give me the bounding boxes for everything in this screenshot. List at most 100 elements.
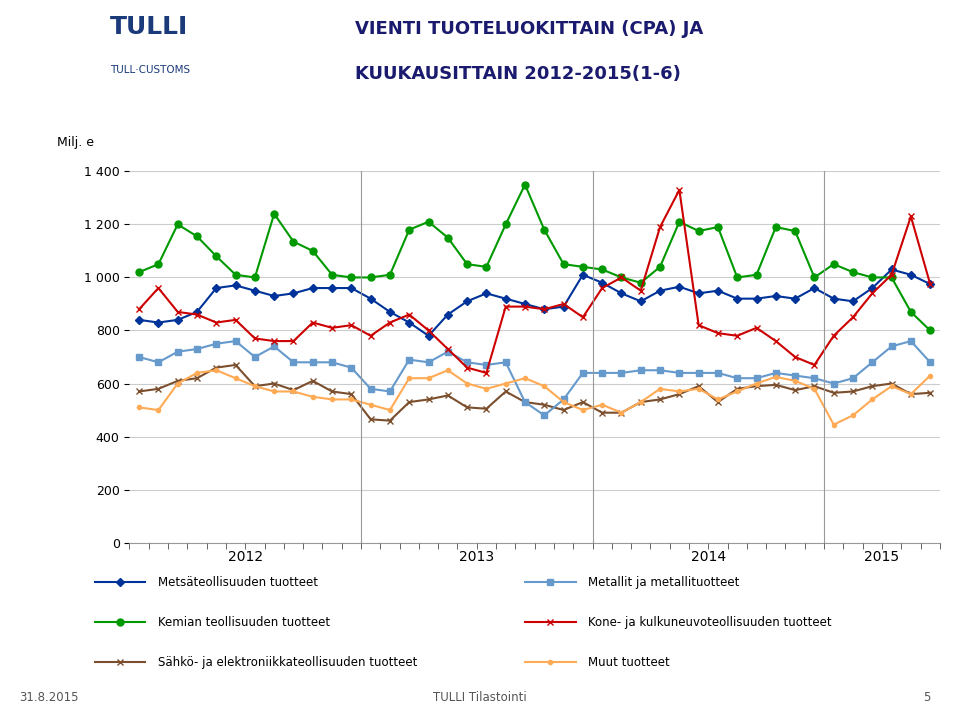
- Metallit ja metallituotteet: [461, 358, 473, 366]
- Sähkö- ja elektroniikkateollisuuden tuotteet: [345, 390, 357, 398]
- Kone- ja kulkuneuvoteollisuuden tuotteet: [385, 318, 396, 327]
- Kone- ja kulkuneuvoteollisuuden tuotteet: [751, 323, 762, 332]
- Sähkö- ja elektroniikkateollisuuden tuotteet: [886, 379, 898, 388]
- Muut tuotteet: [596, 401, 608, 409]
- Muut tuotteet: [404, 374, 415, 383]
- Kone- ja kulkuneuvoteollisuuden tuotteet: [905, 212, 917, 221]
- Metsäteollisuuden tuotteet: [364, 294, 376, 303]
- Kone- ja kulkuneuvoteollisuuden tuotteet: [924, 280, 936, 288]
- Metallit ja metallituotteet: [751, 374, 762, 383]
- Metsäteollisuuden tuotteet: [539, 305, 550, 313]
- Metallit ja metallituotteet: [172, 348, 183, 356]
- Muut tuotteet: [385, 406, 396, 414]
- Metallit ja metallituotteet: [191, 345, 202, 353]
- Metsäteollisuuden tuotteet: [558, 302, 570, 311]
- Kemian teollisuuden tuotteet: [654, 263, 666, 271]
- Metsäteollisuuden tuotteet: [886, 265, 898, 273]
- Sähkö- ja elektroniikkateollisuuden tuotteet: [269, 379, 280, 388]
- Kemian teollisuuden tuotteet: [480, 263, 492, 271]
- Kone- ja kulkuneuvoteollisuuden tuotteet: [230, 316, 242, 324]
- Muut tuotteet: [288, 387, 299, 396]
- Muut tuotteet: [693, 385, 705, 393]
- Text: TULLI Tilastointi: TULLI Tilastointi: [433, 691, 526, 705]
- Kone- ja kulkuneuvoteollisuuden tuotteet: [404, 311, 415, 319]
- Kemian teollisuuden tuotteet: [635, 278, 646, 287]
- Sähkö- ja elektroniikkateollisuuden tuotteet: [152, 385, 164, 393]
- Kone- ja kulkuneuvoteollisuuden tuotteet: [732, 331, 743, 340]
- Text: Sähkö- ja elektroniikkateollisuuden tuotteet: Sähkö- ja elektroniikkateollisuuden tuot…: [158, 655, 417, 668]
- Sähkö- ja elektroniikkateollisuuden tuotteet: [385, 416, 396, 425]
- Muut tuotteet: [519, 374, 530, 383]
- Kemian teollisuuden tuotteet: [616, 273, 627, 282]
- Sähkö- ja elektroniikkateollisuuden tuotteet: [307, 376, 318, 385]
- Kone- ja kulkuneuvoteollisuuden tuotteet: [480, 368, 492, 377]
- Metsäteollisuuden tuotteet: [133, 316, 145, 324]
- Metallit ja metallituotteet: [713, 368, 724, 377]
- Kemian teollisuuden tuotteet: [152, 260, 164, 268]
- Sähkö- ja elektroniikkateollisuuden tuotteet: [288, 386, 299, 394]
- Metsäteollisuuden tuotteet: [867, 283, 878, 292]
- Sähkö- ja elektroniikkateollisuuden tuotteet: [924, 388, 936, 397]
- Metsäteollisuuden tuotteet: [828, 294, 839, 303]
- Metsäteollisuuden tuotteet: [713, 286, 724, 295]
- Sähkö- ja elektroniikkateollisuuden tuotteet: [713, 398, 724, 406]
- Kemian teollisuuden tuotteet: [172, 220, 183, 228]
- Text: Kone- ja kulkuneuvoteollisuuden tuotteet: Kone- ja kulkuneuvoteollisuuden tuotteet: [589, 615, 832, 628]
- Muut tuotteet: [713, 395, 724, 403]
- Kone- ja kulkuneuvoteollisuuden tuotteet: [596, 283, 608, 292]
- Sähkö- ja elektroniikkateollisuuden tuotteet: [673, 390, 685, 398]
- Muut tuotteet: [847, 411, 858, 420]
- Muut tuotteet: [770, 373, 782, 381]
- Metallit ja metallituotteet: [867, 358, 878, 366]
- Metsäteollisuuden tuotteet: [654, 286, 666, 295]
- Kone- ja kulkuneuvoteollisuuden tuotteet: [307, 318, 318, 327]
- Metsäteollisuuden tuotteet: [249, 286, 261, 295]
- Metsäteollisuuden tuotteet: [751, 294, 762, 303]
- Metsäteollisuuden tuotteet: [847, 297, 858, 306]
- Muut tuotteet: [364, 401, 376, 409]
- Metallit ja metallituotteet: [886, 342, 898, 351]
- Metsäteollisuuden tuotteet: [635, 297, 646, 306]
- Metsäteollisuuden tuotteet: [461, 297, 473, 306]
- Muut tuotteet: [307, 393, 318, 401]
- Kemian teollisuuden tuotteet: [886, 273, 898, 282]
- Muut tuotteet: [133, 403, 145, 412]
- Metallit ja metallituotteet: [364, 385, 376, 393]
- Sähkö- ja elektroniikkateollisuuden tuotteet: [539, 401, 550, 409]
- Metsäteollisuuden tuotteet: [480, 289, 492, 298]
- Sähkö- ja elektroniikkateollisuuden tuotteet: [211, 363, 222, 372]
- Metsäteollisuuden tuotteet: [423, 331, 434, 340]
- Muut tuotteet: [867, 395, 878, 403]
- Metallit ja metallituotteet: [654, 366, 666, 375]
- Kemian teollisuuden tuotteet: [751, 271, 762, 279]
- Muut tuotteet: [172, 379, 183, 388]
- Sähkö- ja elektroniikkateollisuuden tuotteet: [732, 385, 743, 393]
- Metsäteollisuuden tuotteet: [172, 316, 183, 324]
- Text: VIENTI TUOTELUOKITTAIN (CPA) JA: VIENTI TUOTELUOKITTAIN (CPA) JA: [355, 20, 703, 38]
- Text: TULL·CUSTOMS: TULL·CUSTOMS: [110, 65, 191, 75]
- Kemian teollisuuden tuotteet: [789, 227, 801, 236]
- Muut tuotteet: [152, 406, 164, 414]
- Muut tuotteet: [480, 385, 492, 393]
- Metallit ja metallituotteet: [269, 342, 280, 351]
- Metallit ja metallituotteet: [828, 379, 839, 388]
- Sähkö- ja elektroniikkateollisuuden tuotteet: [616, 408, 627, 417]
- Kone- ja kulkuneuvoteollisuuden tuotteet: [461, 363, 473, 372]
- Sähkö- ja elektroniikkateollisuuden tuotteet: [480, 404, 492, 413]
- Kone- ja kulkuneuvoteollisuuden tuotteet: [133, 305, 145, 313]
- Sähkö- ja elektroniikkateollisuuden tuotteet: [828, 388, 839, 397]
- Metallit ja metallituotteet: [152, 358, 164, 366]
- Muut tuotteet: [732, 387, 743, 396]
- Kone- ja kulkuneuvoteollisuuden tuotteet: [867, 289, 878, 298]
- Kemian teollisuuden tuotteet: [905, 308, 917, 316]
- Kemian teollisuuden tuotteet: [461, 260, 473, 268]
- Text: Metallit ja metallituotteet: Metallit ja metallituotteet: [589, 575, 739, 588]
- Metallit ja metallituotteet: [345, 363, 357, 372]
- Metsäteollisuuden tuotteet: [191, 308, 202, 316]
- Metallit ja metallituotteet: [211, 339, 222, 348]
- Metallit ja metallituotteet: [288, 358, 299, 366]
- Muut tuotteet: [751, 379, 762, 388]
- Text: 31.8.2015: 31.8.2015: [19, 691, 79, 705]
- Metallit ja metallituotteet: [404, 356, 415, 364]
- Sähkö- ja elektroniikkateollisuuden tuotteet: [596, 408, 608, 417]
